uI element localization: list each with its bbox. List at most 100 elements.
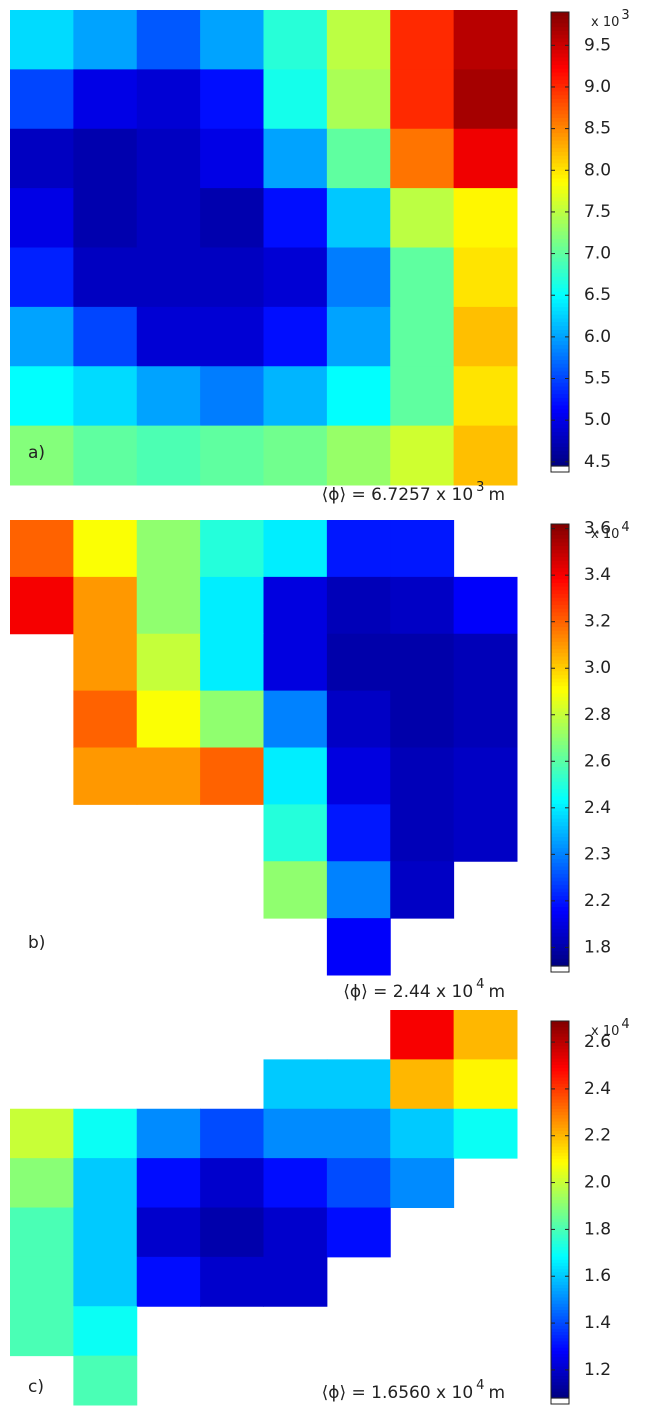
heat-cell <box>10 69 74 130</box>
colorbar-slice <box>551 1134 569 1138</box>
colorbar-slice <box>551 204 569 210</box>
annotation-text: ⟨ϕ⟩ = 2.44 x 10 <box>343 982 473 1002</box>
heat-cell <box>390 69 455 130</box>
colorbar-slice <box>551 1033 569 1038</box>
heat-cell <box>453 10 518 70</box>
heat-cell <box>326 520 391 578</box>
heat-cell <box>136 1256 201 1307</box>
colorbar-slice <box>551 1146 569 1151</box>
colorbar-slice <box>551 1024 569 1028</box>
colorbar-slice <box>551 352 569 357</box>
colorbar-slice <box>551 711 569 717</box>
colorbar-slice <box>551 242 569 248</box>
heat-cell <box>390 576 455 635</box>
colorbar-slice <box>551 1118 569 1123</box>
colorbar-slice <box>551 382 569 388</box>
heat-cell <box>73 1355 138 1406</box>
colorbar-slice <box>551 697 569 702</box>
colorbar-slice <box>551 1058 569 1063</box>
colorbar-slice <box>551 619 569 625</box>
colorbar-slice <box>551 675 569 680</box>
colorbar-slice <box>551 170 569 176</box>
heat-cell <box>263 804 328 862</box>
colorbar-slice <box>551 1181 569 1185</box>
heat-cell <box>263 1059 328 1110</box>
colorbar-slice <box>551 363 569 369</box>
colorbar-slice <box>551 378 569 384</box>
heat-cell <box>390 804 455 862</box>
heat-cell <box>10 306 74 367</box>
heat-cell <box>73 576 138 635</box>
colorbar-tick-label: 1.8 <box>584 937 611 957</box>
colorbar-slice <box>551 943 569 949</box>
heat-cell <box>200 1158 264 1208</box>
colorbar-frame <box>550 11 570 473</box>
colorbar-slice <box>551 1039 569 1044</box>
colorbar-slice <box>551 822 569 827</box>
colorbar-slice <box>551 903 569 908</box>
colorbar-slice <box>551 807 569 812</box>
colorbar-slice <box>551 159 569 164</box>
heat-cell <box>200 1256 264 1307</box>
colorbar-slice <box>551 601 569 606</box>
colorbar-tick-label: 1.8 <box>584 1219 611 1239</box>
annotation-unit: m <box>488 982 505 1002</box>
colorbar-slice <box>551 257 569 263</box>
heat-cell <box>200 128 264 189</box>
colorbar-slice <box>551 1187 569 1192</box>
colorbar-slice <box>551 737 569 742</box>
colorbar-slice <box>551 899 569 904</box>
colorbar-slice <box>551 151 569 157</box>
colorbar-slice <box>551 269 569 274</box>
colorbar-exponent: x 10 4 <box>591 1017 630 1039</box>
heat-cell <box>263 747 328 805</box>
colorbar-slice <box>551 1225 569 1229</box>
colorbar-slice <box>551 663 569 669</box>
colorbar-slice <box>551 416 569 422</box>
colorbar-slice <box>551 246 569 251</box>
colorbar-slice <box>551 280 569 285</box>
colorbar-slice <box>551 454 569 460</box>
colorbar-slice <box>551 34 569 40</box>
colorbar-slice <box>551 1391 569 1396</box>
colorbar-slice <box>551 1294 569 1299</box>
heat-cell <box>136 576 201 635</box>
heat-cell <box>390 1108 455 1159</box>
colorbar-slice <box>551 1174 569 1179</box>
heat-cell <box>326 1108 391 1159</box>
heat-cell <box>453 690 518 748</box>
colorbar-slice <box>551 348 569 354</box>
colorbar-slice <box>551 1369 569 1374</box>
colorbar-slice <box>551 1090 569 1094</box>
colorbar-slice <box>551 431 569 437</box>
colorbar-slice <box>551 896 569 901</box>
colorbar-slice <box>551 462 569 467</box>
colorbar-tick-label: 2.2 <box>584 1126 611 1146</box>
colorbar-slice <box>551 53 569 58</box>
colorbar-slice <box>551 439 569 444</box>
colorbar-slice <box>551 800 569 805</box>
panel-label: c) <box>28 1377 44 1397</box>
colorbar-slice <box>551 535 569 540</box>
colorbar-slice <box>551 1140 569 1145</box>
colorbar-slice <box>551 1240 569 1245</box>
heat-cell <box>73 633 138 692</box>
colorbar-slice <box>551 394 569 399</box>
colorbar-tick-label: 7.5 <box>584 202 611 222</box>
colorbar-slice <box>551 1071 569 1076</box>
colorbar-slice <box>551 1218 569 1223</box>
colorbar-slice <box>551 888 569 893</box>
heat-cell <box>263 690 328 748</box>
heat-cell <box>10 188 74 248</box>
colorbar-tick-label: 2.4 <box>584 1079 611 1099</box>
heat-cell <box>136 69 201 130</box>
heat-cell <box>73 306 138 367</box>
colorbar-slice <box>551 15 569 21</box>
colorbar-slice <box>551 918 569 923</box>
heat-cell <box>200 633 264 692</box>
colorbar-slice <box>551 1272 569 1277</box>
colorbar-slice <box>551 1036 569 1041</box>
heat-cell <box>390 633 455 692</box>
